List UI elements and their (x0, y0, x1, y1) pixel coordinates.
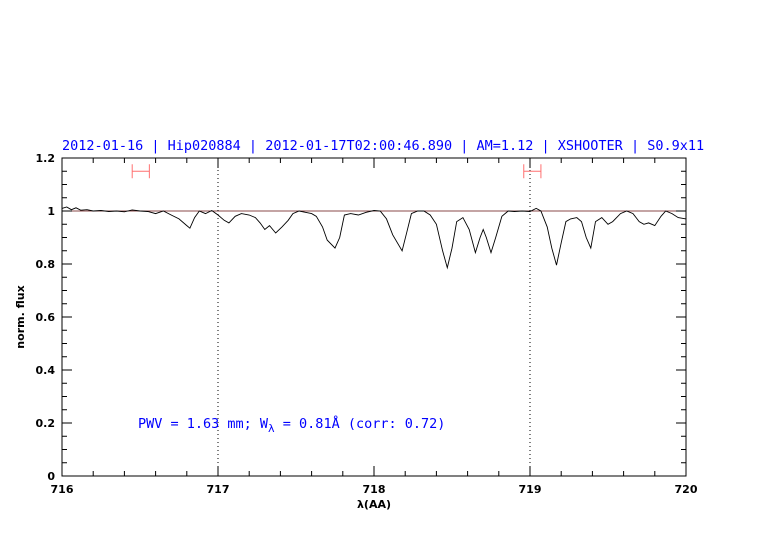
x-tick-label: 719 (519, 483, 542, 496)
y-tick-label: 1 (47, 205, 55, 218)
y-tick-label: 0.2 (36, 417, 56, 430)
x-tick-label: 716 (51, 483, 74, 496)
chart-title: 2012-01-16 | Hip020884 | 2012-01-17T02:0… (62, 138, 704, 154)
annotation-prefix: PWV = 1.63 mm; W (138, 416, 269, 432)
spectrum-line (61, 206, 687, 270)
y-tick-label: 0 (47, 470, 55, 483)
y-axis-label: norm. flux (14, 285, 27, 348)
x-tick-label: 718 (363, 483, 386, 496)
pwv-annotation: PWV = 1.63 mm; Wλ = 0.81Å (corr: 0.72) (138, 415, 445, 435)
y-tick-label: 0.8 (36, 258, 56, 271)
y-tick-label: 0.4 (36, 364, 56, 377)
axes: 716 717 718 719 720 0 0.2 0.4 0.6 0.8 1 1.2 (36, 152, 698, 496)
annotation-suffix: = 0.81Å (corr: 0.72) (275, 415, 446, 432)
x-tick-label: 717 (207, 483, 230, 496)
y-tick-label: 1.2 (36, 152, 56, 165)
annotation-subscript: λ (268, 422, 275, 435)
y-tick-label: 0.6 (36, 311, 56, 324)
x-tick-label: 720 (675, 483, 698, 496)
x-axis-label: λ(AA) (357, 498, 391, 511)
